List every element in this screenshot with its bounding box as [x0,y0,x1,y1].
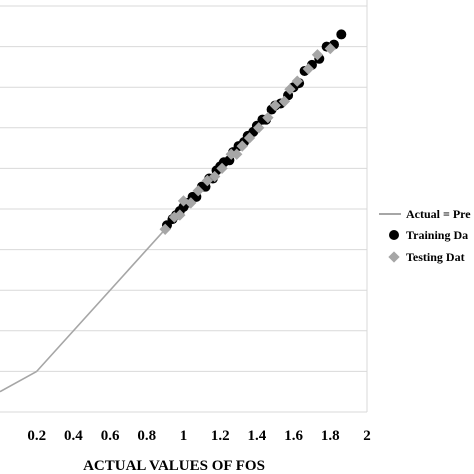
x-tick-label: 0.8 [137,428,156,444]
testing-point [192,185,204,197]
training-point [336,29,347,40]
x-tick-label: 1.4 [248,428,267,444]
legend-label-training: Training Da [406,228,468,242]
reference-line [36,228,166,372]
reference-line-extension [0,370,38,393]
testing-point [216,162,228,175]
x-tick-label: 0.4 [64,428,83,444]
x-axis-title: ACTUAL VALUES OF FOS [83,458,265,474]
legend-diamond-swatch [388,251,400,263]
legend-item-line: Actual = Pre [379,207,471,221]
testing-point [253,122,265,134]
x-tick-label: 0.2 [27,428,46,444]
testing-point [174,209,186,221]
testing-point [243,132,256,144]
series-layer [0,29,347,393]
legend: Actual = Pre Training Da Testing Dat [379,207,471,264]
x-tick-label: 2 [363,428,371,444]
x-tick-label: 1.2 [211,428,230,444]
x-tick-label: 1 [180,428,188,444]
legend-item-testing: Testing Dat [388,250,465,264]
legend-label-testing: Testing Dat [406,250,465,264]
testing-point [324,42,336,55]
x-tick-label: 0.6 [101,428,120,444]
x-tick-labels: 0.2 0.4 0.6 0.8 1 1.2 1.4 1.6 1.8 2 [27,428,370,444]
legend-circle-swatch [389,230,399,240]
x-tick-label: 1.6 [284,428,303,444]
testing-point [185,197,197,209]
testing-point [311,49,324,61]
testing-point [236,140,248,152]
testing-point [159,223,171,235]
testing-point [209,170,221,183]
testing-point [231,148,243,160]
legend-item-training: Training Da [389,228,468,242]
x-tick-label: 1.8 [321,428,340,444]
legend-label-line: Actual = Pre [406,207,471,221]
testing-point [201,174,214,187]
